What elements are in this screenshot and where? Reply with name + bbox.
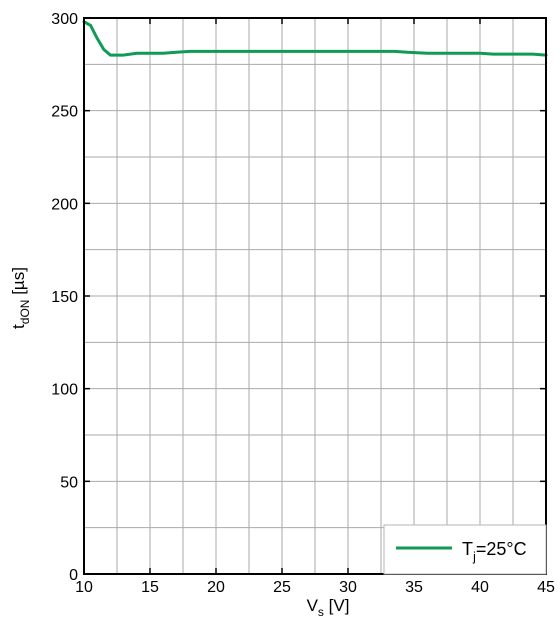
x-axis-label: Vs [V]: [307, 596, 350, 619]
legend-label-rest: =25°C: [476, 539, 527, 559]
y-tick-label: 50: [60, 474, 78, 491]
legend-series-label: Tj=25°C: [462, 539, 527, 564]
x-axis-label-main: V: [307, 596, 319, 615]
legend-label-sub: j: [472, 549, 476, 564]
y-axis-label-sub: dON: [18, 300, 32, 325]
legend: Tj=25°C: [383, 524, 547, 575]
axis-ticks: 10 15 20 25 30 35 40 45 0 50 100 150 200 250 300: [51, 11, 555, 596]
y-tick-label: 0: [69, 567, 78, 584]
y-tick-label: 250: [51, 104, 78, 121]
legend-label-main: T: [462, 539, 473, 559]
y-tick-label: 200: [51, 196, 78, 213]
y-tick-label: 150: [51, 289, 78, 306]
x-axis-label-sub: s: [318, 605, 324, 619]
x-tick-label: 35: [405, 579, 423, 596]
x-tick-label: 40: [471, 579, 489, 596]
series-line-0: [82, 20, 548, 57]
y-tick-label: 300: [51, 11, 78, 28]
x-tick-label: 45: [537, 579, 555, 596]
y-axis-label-main: t: [9, 324, 28, 329]
x-axis-label-unit: [V]: [324, 596, 350, 615]
x-tick-label: 15: [141, 579, 159, 596]
x-tick-label: 20: [207, 579, 225, 596]
y-axis-label: tdON [µs]: [9, 267, 32, 329]
series-lines: [82, 20, 548, 57]
x-tick-label: 30: [339, 579, 357, 596]
y-tick-label: 100: [51, 382, 78, 399]
y-axis-label-unit: [µs]: [9, 267, 28, 299]
grid-lines: [84, 18, 546, 574]
x-tick-label: 10: [75, 579, 93, 596]
x-tick-label: 25: [273, 579, 291, 596]
